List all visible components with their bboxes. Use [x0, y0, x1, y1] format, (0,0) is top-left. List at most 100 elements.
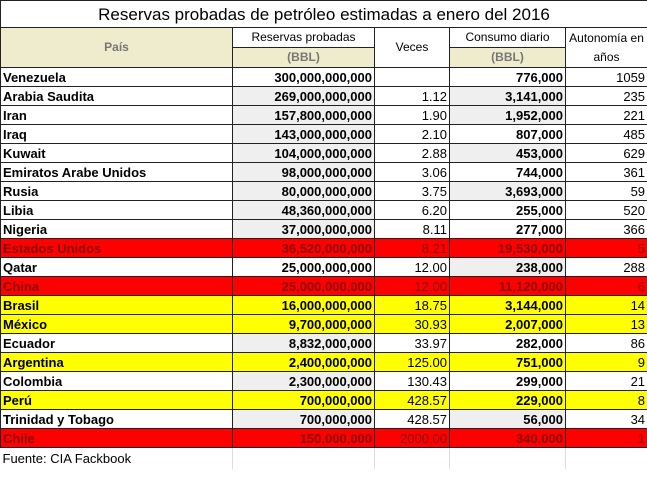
reservas-cell: 80,000,000,000	[232, 181, 375, 201]
table-row: Arabia Saudita 269,000,000,000 1.12 3,141,0…	[0, 86, 647, 106]
veces-cell: 1.90	[374, 105, 450, 125]
reservas-cell: 2,300,000,000	[232, 371, 375, 391]
consumo-cell: 751,000	[449, 352, 566, 372]
autonomia-cell: 9	[564, 352, 647, 372]
autonomia-cell: 6	[564, 276, 647, 296]
autonomia-cell: 361	[564, 162, 647, 182]
veces-cell: 428.57	[374, 409, 450, 429]
country-cell: Ecuador	[0, 333, 233, 353]
consumo-cell: 744,000	[449, 162, 566, 182]
consumo-cell: 282,000	[449, 333, 566, 353]
table-row: Estados Unidos 36,520,000,000 8.21 19,530,0…	[0, 238, 647, 258]
veces-cell: 6.20	[374, 200, 450, 220]
source-note: Fuente: CIA Fackbook	[0, 447, 233, 469]
consumo-cell: 56,000	[449, 409, 566, 429]
table-row: Libia 48,360,000,000 6.20 255,000 520	[0, 200, 647, 220]
consumo-cell: 238,000	[449, 257, 566, 277]
table-row: Kuwait 104,000,000,000 2.88 453,000 629	[0, 143, 647, 163]
autonomia-cell: 1	[564, 428, 647, 448]
oil-reserves-table: Reservas probadas de petróleo estimadas …	[0, 0, 647, 469]
autonomia-cell: 21	[564, 371, 647, 391]
header-consumo: Consumo diario	[449, 27, 566, 48]
autonomia-cell: 520	[564, 200, 647, 220]
veces-cell: 3.06	[374, 162, 450, 182]
veces-cell: 125.00	[374, 352, 450, 372]
veces-cell: 12.00	[374, 257, 450, 277]
reservas-cell: 25,000,000,000	[232, 257, 375, 277]
autonomia-cell: 235	[564, 86, 647, 106]
autonomia-cell: 1059	[564, 67, 647, 87]
header-consumo-unit: (BBL)	[449, 47, 566, 68]
country-cell: Emiratos Arabe Unidos	[0, 162, 233, 182]
country-cell: Argentina	[0, 352, 233, 372]
country-cell: Libia	[0, 200, 233, 220]
country-cell: Trinidad y Tobago	[0, 409, 233, 429]
header-pais: País	[0, 27, 233, 68]
country-cell: Rusia	[0, 181, 233, 201]
reservas-cell: 9,700,000,000	[232, 314, 375, 334]
consumo-cell: 3,144,000	[449, 295, 566, 315]
veces-cell: 18.75	[374, 295, 450, 315]
autonomia-cell: 5	[564, 238, 647, 258]
consumo-cell: 277,000	[449, 219, 566, 239]
veces-cell: 130.43	[374, 371, 450, 391]
country-cell: Iraq	[0, 124, 233, 144]
reservas-cell: 143,000,000,000	[232, 124, 375, 144]
autonomia-cell: 629	[564, 143, 647, 163]
empty-cell	[449, 447, 566, 469]
country-cell: Kuwait	[0, 143, 233, 163]
header-reservas: Reservas probadas	[232, 27, 375, 48]
veces-cell: 3.75	[374, 181, 450, 201]
reservas-cell: 16,000,000,000	[232, 295, 375, 315]
autonomia-cell: 13	[564, 314, 647, 334]
autonomia-cell: 59	[564, 181, 647, 201]
veces-cell: 8.21	[374, 238, 450, 258]
consumo-cell: 255,000	[449, 200, 566, 220]
country-cell: Arabia Saudita	[0, 86, 233, 106]
veces-cell	[374, 67, 450, 87]
consumo-cell: 19,530,000	[449, 238, 566, 258]
empty-cell	[374, 447, 450, 469]
reservas-cell: 98,000,000,000	[232, 162, 375, 182]
veces-cell: 2000.00	[374, 428, 450, 448]
veces-cell: 12.00	[374, 276, 450, 296]
consumo-cell: 3,141,000	[449, 86, 566, 106]
table-row: Venezuela 300,000,000,000 776,000 1059	[0, 67, 647, 87]
table-row: Colombia 2,300,000,000 130.43 299,000 21	[0, 371, 647, 391]
consumo-cell: 3,693,000	[449, 181, 566, 201]
consumo-cell: 229,000	[449, 390, 566, 410]
country-cell: Perú	[0, 390, 233, 410]
table-row: Chile 150,000,000 2000.00 340,000 1	[0, 428, 647, 448]
country-cell: Qatar	[0, 257, 233, 277]
empty-cell	[232, 447, 375, 469]
table-row: Brasil 16,000,000,000 18.75 3,144,000 14	[0, 295, 647, 315]
table-row: Rusia 80,000,000,000 3.75 3,693,000 59	[0, 181, 647, 201]
table-row: Iraq 143,000,000,000 2.10 807,000 485	[0, 124, 647, 144]
autonomia-cell: 14	[564, 295, 647, 315]
consumo-cell: 776,000	[449, 67, 566, 87]
reservas-cell: 700,000,000	[232, 390, 375, 410]
header-veces: Veces	[374, 27, 450, 68]
header-reservas-unit: (BBL)	[232, 47, 375, 68]
veces-cell: 1.12	[374, 86, 450, 106]
autonomia-cell: 221	[564, 105, 647, 125]
consumo-cell: 807,000	[449, 124, 566, 144]
table-row: México 9,700,000,000 30.93 2,007,000 13	[0, 314, 647, 334]
consumo-cell: 1,952,000	[449, 105, 566, 125]
table-row: Nigeria 37,000,000,000 8.11 277,000 366	[0, 219, 647, 239]
veces-cell: 428.57	[374, 390, 450, 410]
reservas-cell: 700,000,000	[232, 409, 375, 429]
reservas-cell: 157,800,000,000	[232, 105, 375, 125]
reservas-cell: 269,000,000,000	[232, 86, 375, 106]
empty-cell	[565, 447, 647, 469]
consumo-cell: 2,007,000	[449, 314, 566, 334]
country-cell: Colombia	[0, 371, 233, 391]
autonomia-cell: 485	[564, 124, 647, 144]
autonomia-cell: 34	[564, 409, 647, 429]
autonomia-cell: 8	[564, 390, 647, 410]
autonomia-cell: 86	[564, 333, 647, 353]
country-cell: México	[0, 314, 233, 334]
veces-cell: 33.97	[374, 333, 450, 353]
consumo-cell: 299,000	[449, 371, 566, 391]
table-row: Ecuador 8,832,000,000 33.97 282,000 86	[0, 333, 647, 353]
